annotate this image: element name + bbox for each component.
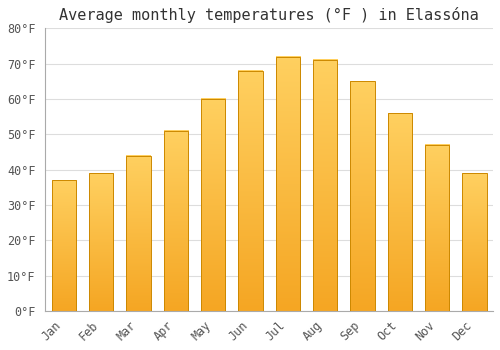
Bar	[201, 99, 226, 311]
Bar	[164, 131, 188, 311]
Title: Average monthly temperatures (°F ) in Elassóna: Average monthly temperatures (°F ) in El…	[59, 7, 479, 23]
Bar	[350, 81, 374, 311]
Bar	[462, 173, 486, 311]
Bar	[313, 60, 337, 311]
Bar	[52, 180, 76, 311]
Bar	[276, 57, 300, 311]
Bar	[425, 145, 449, 311]
Bar	[89, 173, 114, 311]
Bar	[126, 155, 150, 311]
Bar	[388, 113, 412, 311]
Bar	[238, 71, 262, 311]
